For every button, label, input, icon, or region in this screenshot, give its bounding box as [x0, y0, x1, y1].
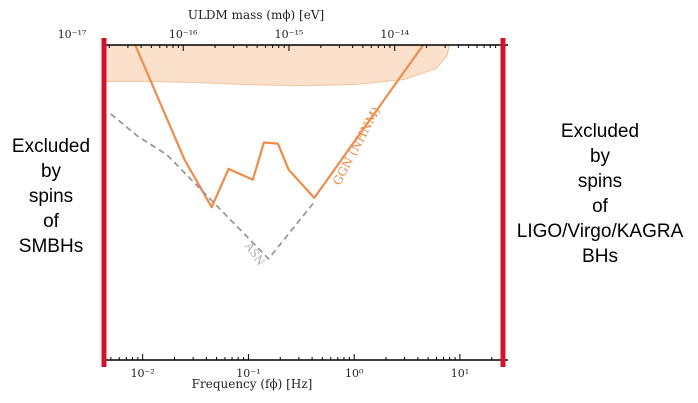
- lvk-exclusion-label: Excluded by spins of LIGO/Virgo/KAGRA BH…: [502, 119, 698, 269]
- x-tick-label: 10¹: [451, 367, 469, 380]
- right-label-line: Excluded: [502, 119, 698, 144]
- left-label-line: of: [0, 209, 102, 234]
- top-tick-label: 10⁻¹⁷: [58, 28, 87, 41]
- axes-layer: [104, 38, 508, 367]
- x-axis-label: Frequency (fϕ) [Hz]: [192, 377, 313, 391]
- top-tick-label: 10⁻¹⁶: [169, 28, 198, 41]
- ggn-curve-label: GGN (NHNM): [330, 105, 383, 188]
- right-label-line: BHs: [502, 244, 698, 269]
- x-tick-label: 10⁻²: [131, 367, 155, 380]
- x-tick-label: 10⁰: [345, 367, 364, 380]
- top-axis-label: ULDM mass (mϕ) [eV]: [188, 8, 324, 22]
- right-label-line: LIGO/Virgo/KAGRA: [502, 219, 698, 244]
- right-label-line: by: [502, 144, 698, 169]
- left-label-line: spins: [0, 184, 102, 209]
- top-tick-label: 10⁻¹⁴: [380, 28, 409, 41]
- right-label-line: spins: [502, 169, 698, 194]
- asn-curve-label: ASN: [242, 239, 268, 268]
- smbh-exclusion-label: Excluded by spins of SMBHs: [0, 134, 102, 259]
- left-label-line: by: [0, 159, 102, 184]
- left-label-line: Excluded: [0, 134, 102, 159]
- asn-curve: [111, 114, 314, 259]
- left-label-line: SMBHs: [0, 234, 102, 259]
- top-tick-label: 10⁻¹⁵: [275, 28, 304, 41]
- right-label-line: of: [502, 194, 698, 219]
